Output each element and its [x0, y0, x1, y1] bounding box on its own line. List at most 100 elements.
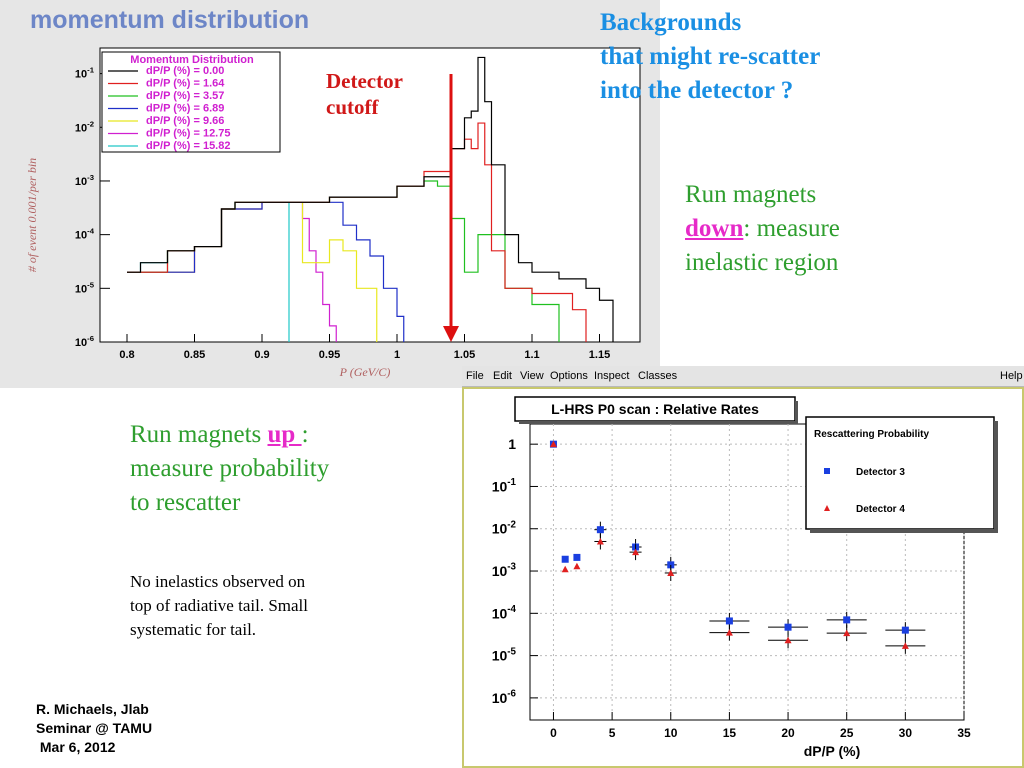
run-magnets-up-text: Run magnets up : measure probability to … [130, 418, 329, 520]
legend-entry: dP/P (%) = 15.82 [146, 140, 230, 152]
note-line-3: systematic for tail. [130, 620, 257, 639]
x-axis-label-2: dP/P (%) [804, 743, 861, 759]
detector-4-point [901, 642, 909, 649]
detector-3-point [667, 561, 675, 569]
menu-help[interactable]: Help [1000, 370, 1023, 382]
run-up-line-2: measure probability [130, 455, 330, 482]
detector-4-point [632, 548, 640, 556]
legend-entry: dP/P (%) = 6.89 [146, 103, 224, 115]
legend-entry: dP/P (%) = 12.75 [146, 128, 230, 140]
y-tick-label-2: 10-1 [492, 477, 517, 494]
title-box [514, 396, 796, 422]
x-tick-label-2: 5 [609, 726, 616, 740]
menu-options[interactable]: Options [550, 370, 588, 382]
heading-line-2: that might re-scatter [600, 43, 821, 70]
detector-3-point [725, 617, 733, 625]
x-tick-label-2: 25 [840, 726, 854, 740]
detector-cutoff-label: Detector cutoff [326, 68, 403, 120]
credit-line-3: Mar 6, 2012 [36, 739, 116, 755]
detector-cutoff-line-2: cutoff [326, 95, 379, 119]
run-up-line-3: to rescatter [130, 489, 241, 516]
detector-4-point [596, 537, 604, 545]
menu-view[interactable]: View [520, 370, 544, 382]
x-tick-label: 0.85 [184, 349, 205, 361]
series-line [127, 56, 614, 342]
relative-rates-panel: 0 5 10 15 20 25 30 35 1 10-1 10-2 10-3 10-4 10-5 10-6 d… [462, 387, 1024, 768]
menu-edit[interactable]: Edit [493, 370, 512, 382]
legend-title-2: Rescattering Probability [814, 429, 929, 440]
detector-3-point [561, 555, 569, 563]
title-box-shadow [519, 421, 798, 424]
chart-title-2: L-HRS P0 scan : Relative Rates [551, 401, 759, 417]
legend-entry: dP/P (%) = 1.64 [146, 78, 225, 90]
momentum-distribution-chart: 10-6 10-5 10-4 10-3 10-2 10-1 0.8 0.85 0.9 0.95 1 1… [25, 47, 641, 379]
x-tick-label-2: 35 [957, 726, 971, 740]
root-menubar: File Edit View Options Inspect Classes H… [462, 366, 1024, 387]
title-box-shadow [795, 401, 798, 423]
note-line-1: No inelastics observed on [130, 572, 306, 591]
note-line-2: top of radiative tail. Small [130, 596, 308, 615]
legend-marker-detector-3 [824, 468, 830, 474]
x-tick-label-2: 10 [664, 726, 678, 740]
series-group [127, 56, 614, 342]
detector-3-point [843, 616, 851, 624]
y-tick-label: 10-2 [75, 119, 94, 134]
menu-inspect[interactable]: Inspect [594, 370, 630, 382]
y-tick-label-2: 1 [508, 436, 516, 452]
y-tick-label-2: 10-4 [492, 604, 517, 621]
legend-shadow [994, 421, 998, 533]
detector-4-point [667, 569, 675, 576]
detector-4-point [549, 440, 557, 448]
backgrounds-heading: Backgrounds that might re-scatter into t… [600, 6, 820, 108]
panel-title: momentum distribution [30, 6, 310, 34]
run-down-line-2: down: measure [685, 212, 840, 246]
run-down-line-3: inelastic region [685, 249, 839, 276]
detector-cutoff-line-1: Detector [326, 69, 403, 93]
detector-4-point [561, 565, 569, 573]
y-axis-label: # of event 0.001/per bin [25, 158, 39, 272]
y-tick-label-2: 10-5 [492, 646, 517, 663]
detector-3-point [573, 553, 581, 561]
run-down-suffix: : measure [743, 215, 840, 242]
y-tick-label: 10-5 [75, 280, 95, 295]
x-tick-label-2: 20 [781, 726, 795, 740]
x-tick-label: 0.8 [119, 349, 134, 361]
momentum-distribution-panel: momentum distribution 10-6 10-5 10-4 10-3 10… [0, 0, 660, 388]
detector-4-point [784, 636, 792, 644]
x-tick-label: 1 [394, 349, 400, 361]
legend-marker-detector-4 [824, 505, 830, 511]
menu-classes[interactable]: Classes [638, 370, 678, 382]
run-down-line-1: Run magnets [685, 181, 817, 208]
legend-box [101, 51, 281, 153]
run-up-suffix: : [301, 421, 309, 448]
observation-note: No inelastics observed on top of radiati… [130, 570, 308, 642]
x-tick-label: 0.95 [319, 349, 340, 361]
y-tick-label-2: 10-6 [492, 689, 517, 706]
y-tick-label: 10-6 [75, 334, 94, 349]
x-tick-label: 1.1 [524, 349, 539, 361]
x-tick-label: 0.9 [254, 349, 269, 361]
detector-4-point [573, 562, 581, 570]
run-up-line-1: Run magnets up : [130, 418, 329, 452]
legend-entry: dP/P (%) = 0.00 [146, 65, 224, 77]
up-keyword: up [267, 421, 302, 448]
x-tick-label-2: 0 [550, 726, 557, 740]
y-tick-label: 10-4 [75, 227, 95, 242]
cutoff-arrow [443, 74, 459, 342]
x-axis-label: P (GeV/C) [339, 365, 391, 379]
credit-line-1: R. Michaels, Jlab [36, 701, 149, 717]
legend-entry-detector-3: Detector 3 [856, 467, 905, 478]
legend-entry: dP/P (%) = 9.66 [146, 115, 224, 127]
detector-3-point [901, 626, 909, 634]
y-tick-label-2: 10-3 [492, 562, 517, 579]
legend-entry-detector-4: Detector 4 [856, 504, 905, 515]
heading-line-3: into the detector ? [600, 77, 794, 104]
relative-rates-chart: 0 5 10 15 20 25 30 35 1 10-1 10-2 10-3 10-4 10-5 10-6 d… [462, 387, 1024, 768]
run-magnets-down-text: Run magnets down: measure inelastic regi… [685, 178, 840, 280]
credit-line-2: Seminar @ TAMU [36, 720, 153, 736]
detector-4-point [843, 629, 851, 637]
down-keyword: down [685, 215, 744, 242]
x-tick-label: 1.05 [454, 349, 475, 361]
menu-file[interactable]: File [466, 370, 484, 382]
